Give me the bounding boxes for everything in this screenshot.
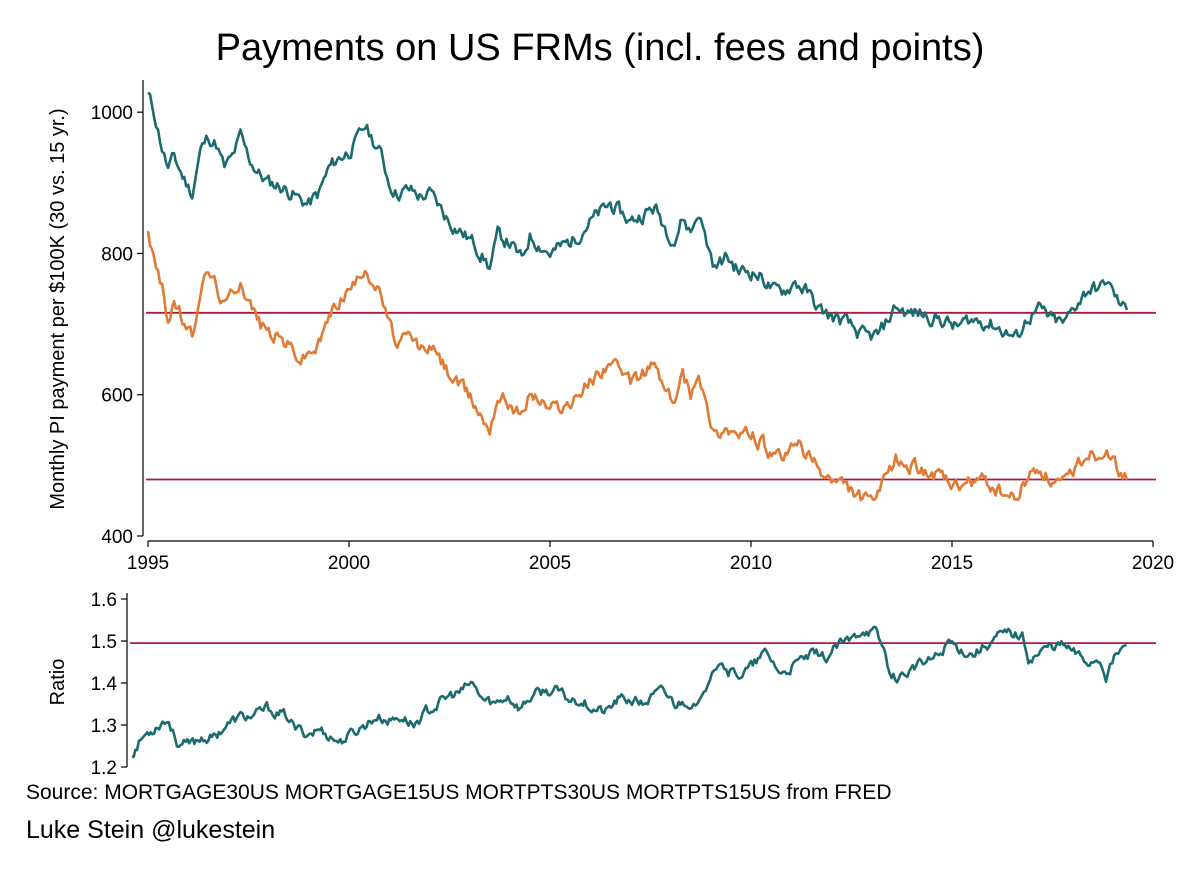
series-line-2 bbox=[146, 230, 1129, 502]
payments-axes: 400 600 800 1000 1995 2000 2005 2010 2015 2020 bbox=[91, 80, 1174, 574]
y-tick-label: 1000 bbox=[91, 103, 133, 124]
y-tick-label: 1.2 bbox=[91, 758, 117, 779]
y-tick-label: 1.6 bbox=[91, 590, 117, 611]
series-line-1 bbox=[131, 625, 1127, 759]
x-tick-label: 2020 bbox=[1132, 553, 1174, 574]
x-tick-label: 2000 bbox=[328, 553, 370, 574]
payments-y-axis-title: Monthly PI payment per $100K (30 vs. 15 … bbox=[47, 108, 69, 509]
y-tick-label: 1.5 bbox=[91, 632, 117, 653]
reference-lines bbox=[146, 311, 1156, 481]
x-tick-label: 2015 bbox=[931, 553, 973, 574]
ratio-panel: 1.2 1.3 1.4 1.5 1.6 Ratio bbox=[47, 590, 1156, 779]
chart-title: Payments on US FRMs (incl. fees and poin… bbox=[216, 27, 985, 69]
y-tick-label: 1.4 bbox=[91, 674, 118, 695]
payment-series bbox=[146, 91, 1129, 502]
ratio-axes: 1.2 1.3 1.4 1.5 1.6 bbox=[91, 590, 128, 779]
x-tick-label: 2005 bbox=[529, 553, 571, 574]
y-tick-label: 800 bbox=[101, 244, 133, 265]
y-tick-label: 600 bbox=[101, 386, 133, 407]
ratio-y-axis-title: Ratio bbox=[47, 659, 69, 706]
y-tick-label: 1.3 bbox=[91, 716, 117, 737]
x-tick-label: 1995 bbox=[127, 553, 169, 574]
series-line-1 bbox=[147, 91, 1129, 341]
payments-panel: 400 600 800 1000 1995 2000 2005 2010 2015 2020 Mo… bbox=[47, 80, 1174, 574]
source-note: Source: MORTGAGE30US MORTGAGE15US MORTPT… bbox=[26, 781, 892, 804]
author-credit: Luke Stein @lukestein bbox=[26, 816, 276, 844]
y-tick-label: 400 bbox=[101, 527, 133, 548]
ratio-series bbox=[131, 625, 1127, 759]
x-tick-label: 2010 bbox=[730, 553, 772, 574]
